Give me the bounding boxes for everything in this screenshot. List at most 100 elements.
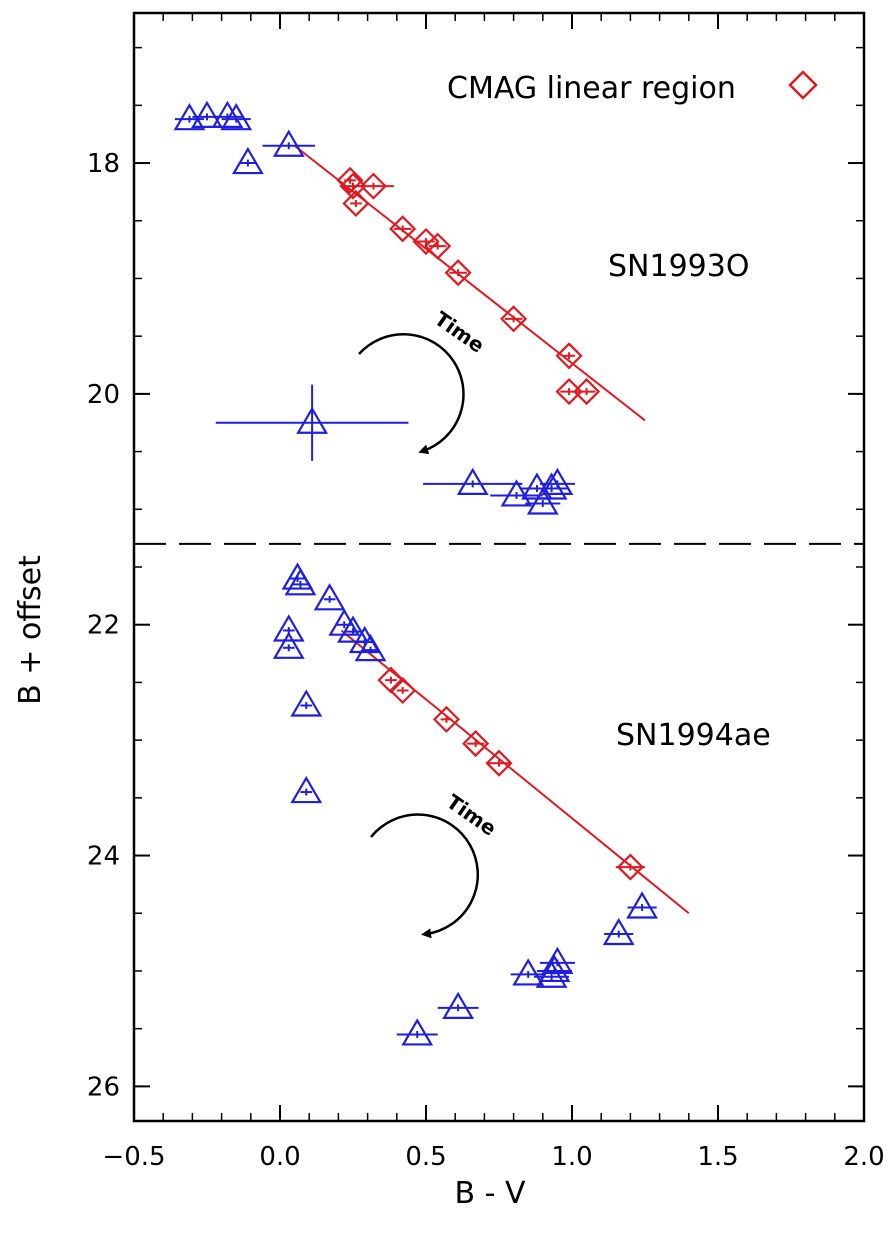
y-tick-label: 24 <box>87 842 120 872</box>
triangle-marker <box>272 129 305 157</box>
diamond-point <box>342 189 370 217</box>
y-tick-label: 18 <box>87 149 120 179</box>
triangle-marker <box>284 568 317 596</box>
triangle-point <box>602 917 635 946</box>
time-arrows <box>358 333 479 939</box>
triangle-marker <box>313 583 346 611</box>
triangle-point <box>262 129 316 157</box>
triangle-marker <box>231 146 264 175</box>
diamond-marker <box>555 342 583 370</box>
diamond-point <box>573 378 601 406</box>
legend-diamond-icon <box>788 70 818 100</box>
y-axis-title: B + offset <box>13 555 48 705</box>
diamond-marker <box>462 730 490 758</box>
y-tick-label: 20 <box>87 380 120 410</box>
triangle-marker <box>211 100 244 128</box>
triangle-point <box>272 631 305 659</box>
y-tick-label: 26 <box>87 1072 120 1102</box>
triangle-marker <box>500 479 533 507</box>
x-tick-label: −0.5 <box>102 1142 165 1172</box>
triangle-point <box>534 472 570 500</box>
triangle-marker <box>535 472 568 500</box>
diamond-marker <box>444 259 472 287</box>
triangle-point <box>220 102 253 131</box>
triangle-marker <box>541 467 574 495</box>
triangle-point <box>396 1018 438 1046</box>
diamond-point <box>555 378 583 406</box>
triangle-marker <box>401 1018 434 1046</box>
triangle-marker <box>191 100 223 128</box>
triangle-marker <box>296 406 329 434</box>
diamond-point <box>485 749 513 777</box>
triangle-point <box>313 583 346 611</box>
triangle-point <box>525 487 561 515</box>
triangle-marker <box>272 631 305 659</box>
triangle-marker <box>602 917 635 946</box>
triangle-point <box>539 467 575 495</box>
diamond-point <box>555 342 583 370</box>
triangle-point <box>215 384 409 461</box>
triangle-point <box>290 689 323 717</box>
triangle-point <box>191 100 223 128</box>
diamond-point <box>389 676 417 705</box>
x-axis-title: B - V <box>454 1176 525 1211</box>
triangle-point <box>337 615 369 643</box>
diamond-point <box>500 305 528 333</box>
triangle-marker <box>220 102 253 131</box>
triangle-marker <box>456 467 489 495</box>
triangle-marker <box>337 615 369 643</box>
triangle-marker <box>526 487 559 515</box>
x-tick-label: 0.5 <box>405 1142 446 1172</box>
diamond-marker <box>339 172 367 200</box>
diamond-point <box>389 215 417 243</box>
triangle-point <box>354 633 387 662</box>
diamond-point <box>444 259 472 287</box>
legend: CMAG linear region <box>447 70 818 106</box>
axis-ticks: −0.5 0.0 0.5 1.0 1.5 2.0 18 20 22 24 26 <box>87 13 885 1172</box>
triangle-marker <box>290 775 323 804</box>
triangle-marker <box>354 633 387 662</box>
diamond-marker <box>616 853 644 881</box>
diamond-point <box>353 172 394 200</box>
diamond-marker <box>424 232 452 260</box>
time-label-1: Time <box>430 306 489 357</box>
triangle-marker <box>290 689 323 717</box>
triangle-point <box>272 614 305 642</box>
diamond-marker <box>359 172 387 200</box>
time-arrow-1 <box>358 333 465 455</box>
time-arrow-2 <box>370 813 479 939</box>
plot-frame <box>132 11 866 1123</box>
x-tick-label: 1.0 <box>551 1142 592 1172</box>
y-tick-label: 22 <box>87 611 120 641</box>
triangle-marker <box>626 891 658 919</box>
diamond-point <box>615 853 645 881</box>
x-tick-label: 2.0 <box>843 1142 884 1172</box>
data-points <box>173 100 658 1046</box>
triangle-point <box>510 958 546 986</box>
triangle-marker <box>442 991 475 1019</box>
triangle-point <box>423 467 523 495</box>
triangle-point <box>290 775 323 804</box>
diamond-marker <box>485 749 513 777</box>
x-tick-label: 0.0 <box>259 1142 300 1172</box>
legend-label: CMAG linear region <box>447 71 736 106</box>
diamond-marker <box>500 305 528 333</box>
triangle-marker <box>512 958 545 986</box>
diamond-point <box>424 232 452 260</box>
diamond-marker <box>432 705 460 733</box>
plot-border <box>132 11 866 1123</box>
sn1993o-label: SN1993O <box>608 249 749 284</box>
time-label-2: Time <box>442 789 501 840</box>
diamond-point <box>432 705 460 733</box>
triangle-point <box>626 891 658 919</box>
triangle-marker <box>272 614 305 642</box>
diamond-marker <box>342 189 370 217</box>
diamond-point <box>462 730 490 758</box>
diamond-marker <box>573 378 601 406</box>
fit-line <box>340 629 690 915</box>
diamond-marker <box>389 215 417 243</box>
triangle-point <box>284 568 317 596</box>
triangle-point <box>437 991 479 1019</box>
triangle-point <box>490 479 543 507</box>
